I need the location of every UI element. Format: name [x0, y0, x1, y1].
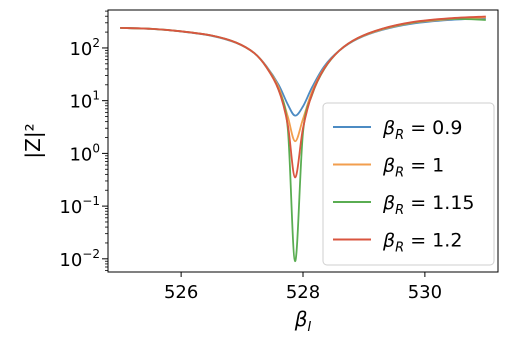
x-tick-label-1: 528 [286, 282, 320, 303]
legend-box [322, 102, 495, 266]
x-tick-label-0: 526 [164, 282, 198, 303]
x-axis-label: βI [294, 307, 312, 335]
legend-label-2: βR = 1.15 [382, 192, 475, 218]
legend-label-1: βR = 1 [382, 155, 444, 181]
y-tick-label-4: 10−2 [59, 247, 100, 271]
legend-label-0: βR = 0.9 [382, 117, 462, 143]
axes: 526 528 530 102 101 100 10−1 10−2 βI |Z|² [21, 9, 499, 335]
legend-label-3: βR = 1.2 [382, 230, 462, 256]
y-tick-label-1: 101 [69, 89, 100, 113]
x-tick-label-2: 530 [408, 282, 442, 303]
y-tick-label-0: 102 [69, 36, 100, 60]
y-tick-label-2: 100 [69, 141, 100, 165]
plot-area [120, 15, 486, 263]
y-tick-label-3: 10−1 [59, 194, 100, 218]
y-axis-label: |Z|² [21, 123, 45, 158]
legend: βR = 0.9 βR = 1 βR = 1.15 βR = 1.2 [322, 102, 495, 266]
series-line-3 [120, 15, 486, 179]
series-line-0 [120, 17, 486, 117]
